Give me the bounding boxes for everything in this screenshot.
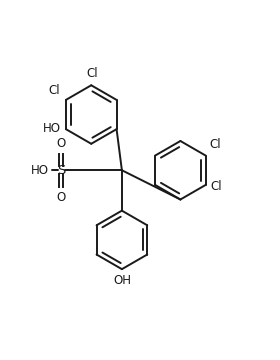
Text: S: S	[57, 164, 65, 177]
Text: Cl: Cl	[209, 139, 221, 152]
Text: Cl: Cl	[210, 180, 221, 193]
Text: Cl: Cl	[49, 84, 60, 96]
Text: O: O	[56, 190, 66, 204]
Text: HO: HO	[31, 164, 49, 177]
Text: HO: HO	[43, 122, 61, 135]
Text: Cl: Cl	[87, 67, 99, 80]
Text: OH: OH	[113, 274, 131, 287]
Text: O: O	[56, 137, 66, 150]
